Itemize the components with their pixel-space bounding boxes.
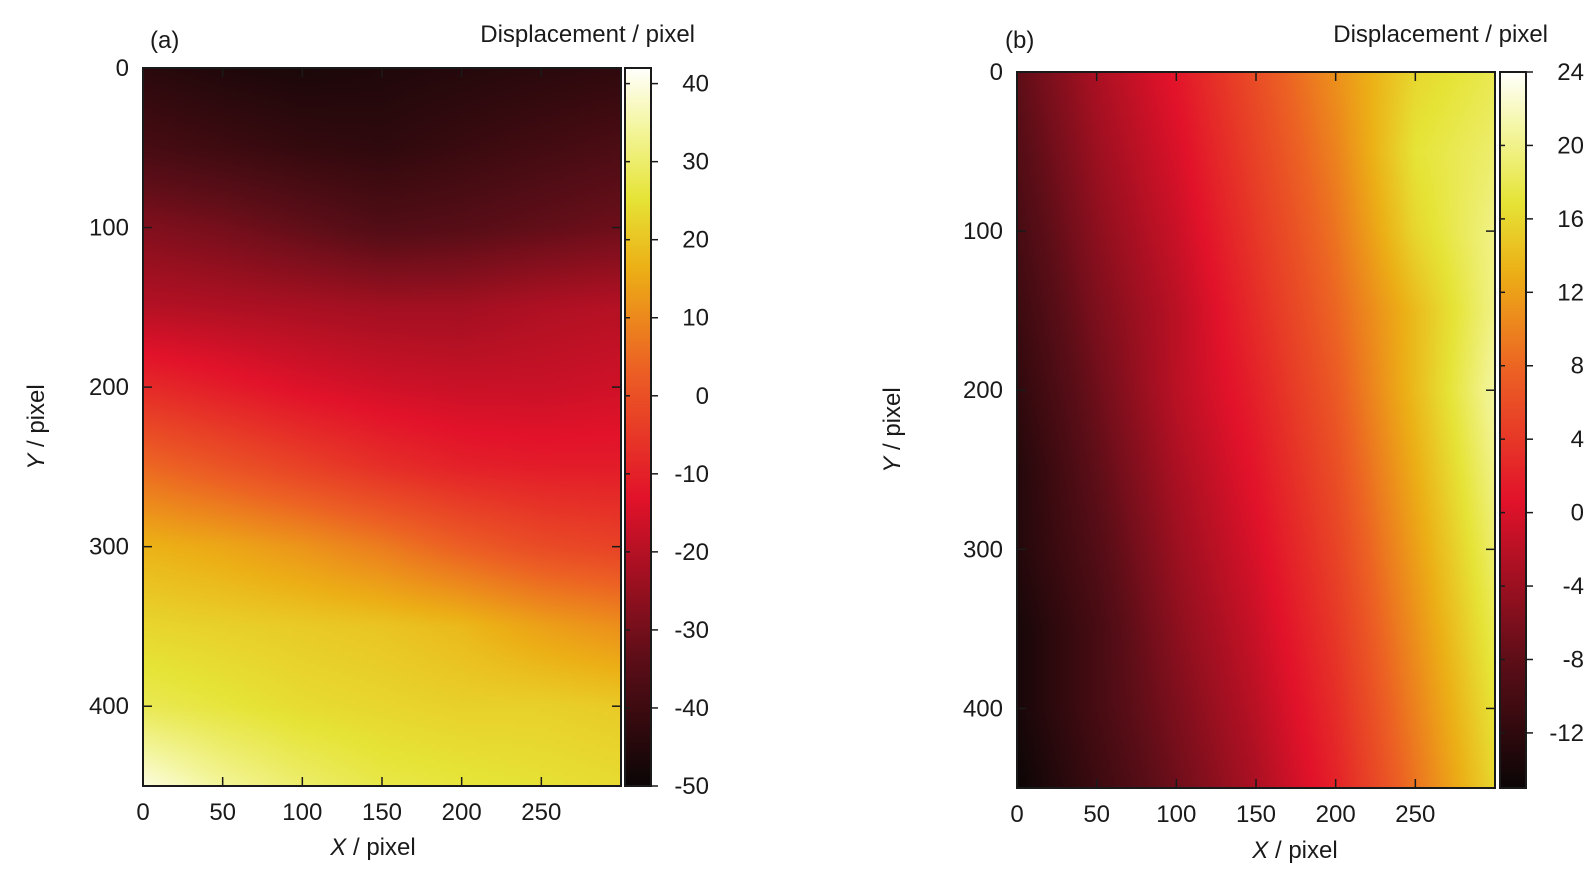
panel-a-y-axis-var: Y <box>23 452 50 470</box>
panel-a-label: (a) <box>150 27 179 54</box>
panel-b-colorbar-tick-label: 4 <box>1571 426 1584 453</box>
panel-a-y-axis-unit: / pixel <box>23 384 50 453</box>
panel-b-y-axis-var: Y <box>879 455 906 473</box>
panel-b-y-axis-unit: / pixel <box>879 387 906 456</box>
panel-a-colorbar <box>625 68 651 786</box>
panel-a-y-tick-label: 400 <box>89 693 129 720</box>
panel-a-x-tick-label: 200 <box>442 799 482 826</box>
panel-b-y-tick-label: 400 <box>963 695 1003 722</box>
panel-b-colorbar-tick-label: 12 <box>1557 279 1584 306</box>
panel-b-colorbar-title: Displacement / pixel <box>1333 21 1548 48</box>
panel-a: (a) Displacement / pixel 0 50 100 150 200 250… <box>23 21 709 861</box>
panel-a-y-axis-title: Y / pixel <box>23 384 50 469</box>
panel-b-y-axis: 0 100 200 300 400 <box>963 59 1495 722</box>
panel-a-y-tick-label: 200 <box>89 374 129 401</box>
panel-a-x-axis-title: X / pixel <box>329 834 415 861</box>
panel-a-colorbar-tick-label: 30 <box>682 149 709 176</box>
panel-b-colorbar-tick-label: 16 <box>1557 206 1584 233</box>
panel-b-colorbar-tick-label: -12 <box>1549 720 1584 747</box>
panel-a-colorbar-tick-label: -40 <box>674 695 709 722</box>
panel-a-x-axis-var: X <box>329 834 347 861</box>
panel-a-x-tick-label: 250 <box>521 799 561 826</box>
panel-a-colorbar-tick-label: -10 <box>674 461 709 488</box>
panel-b-colorbar-ticks: 24 20 16 12 8 4 0 -4 -8 -12 <box>1500 59 1584 747</box>
panel-a-heatmap <box>143 68 621 786</box>
panel-a-x-axis: 0 50 100 150 200 250 <box>136 68 561 826</box>
panel-a-x-tick-label: 0 <box>136 799 149 826</box>
panel-a-x-tick-label: 50 <box>209 799 236 826</box>
panel-b-colorbar-tick-label: -4 <box>1563 573 1584 600</box>
panel-b-x-axis: 0 50 100 150 200 250 <box>1010 72 1435 828</box>
panel-b-x-axis-unit: / pixel <box>1268 837 1337 864</box>
panel-a-colorbar-tick-label: 20 <box>682 227 709 254</box>
panel-a-colorbar-ticks: 40 30 20 10 0 -10 -20 -30 -40 -50 <box>625 71 709 800</box>
panel-a-y-tick-label: 100 <box>89 215 129 242</box>
panel-a-y-axis: 0 100 200 300 400 <box>89 55 621 720</box>
panel-b-y-tick-label: 200 <box>963 377 1003 404</box>
panel-b-heatmap <box>1017 72 1495 788</box>
panel-a-colorbar-tick-label: 10 <box>682 305 709 332</box>
panel-a-x-axis-unit: / pixel <box>346 834 415 861</box>
panel-b-colorbar <box>1500 72 1526 788</box>
panel-a-y-tick-label: 0 <box>116 55 129 82</box>
panel-a-colorbar-tick-label: 40 <box>682 71 709 98</box>
panel-b-y-tick-label: 0 <box>990 59 1003 86</box>
panel-a-colorbar-tick-label: -20 <box>674 539 709 566</box>
panel-b-x-tick-label: 50 <box>1083 801 1110 828</box>
panel-a-colorbar-title: Displacement / pixel <box>480 21 695 48</box>
panel-a-colorbar-tick-label: -30 <box>674 617 709 644</box>
panel-b-x-tick-label: 150 <box>1236 801 1276 828</box>
panel-a-x-tick-label: 100 <box>282 799 322 826</box>
panel-b-colorbar-frame <box>1499 71 1527 789</box>
panel-b-colorbar-tick-label: 0 <box>1571 500 1584 527</box>
panel-b-colorbar-tick-label: -8 <box>1563 646 1584 673</box>
panel-a-y-tick-label: 300 <box>89 534 129 561</box>
panel-a-x-tick-label: 150 <box>362 799 402 826</box>
panel-b-colorbar-tick-label: 20 <box>1557 132 1584 159</box>
panel-b-y-axis-title: Y / pixel <box>879 387 906 472</box>
panel-b-x-axis-title: X / pixel <box>1251 837 1337 864</box>
panel-a-colorbar-tick-label: -50 <box>674 773 709 800</box>
panel-b-x-tick-label: 0 <box>1010 801 1023 828</box>
panel-b-colorbar-tick-label: 8 <box>1571 353 1584 380</box>
panel-b: (b) Displacement / pixel 0 50 100 150 200 250… <box>879 21 1584 864</box>
panel-b-y-tick-label: 300 <box>963 536 1003 563</box>
panel-a-colorbar-tick-label: 0 <box>696 383 709 410</box>
panel-b-y-tick-label: 100 <box>963 218 1003 245</box>
panel-b-x-axis-var: X <box>1251 837 1269 864</box>
panel-b-label: (b) <box>1005 27 1034 54</box>
panel-b-x-tick-label: 100 <box>1156 801 1196 828</box>
panel-b-x-tick-label: 250 <box>1395 801 1435 828</box>
panel-b-x-tick-label: 200 <box>1316 801 1356 828</box>
panel-b-colorbar-tick-label: 24 <box>1557 59 1584 86</box>
panel-a-colorbar-frame <box>624 67 652 787</box>
